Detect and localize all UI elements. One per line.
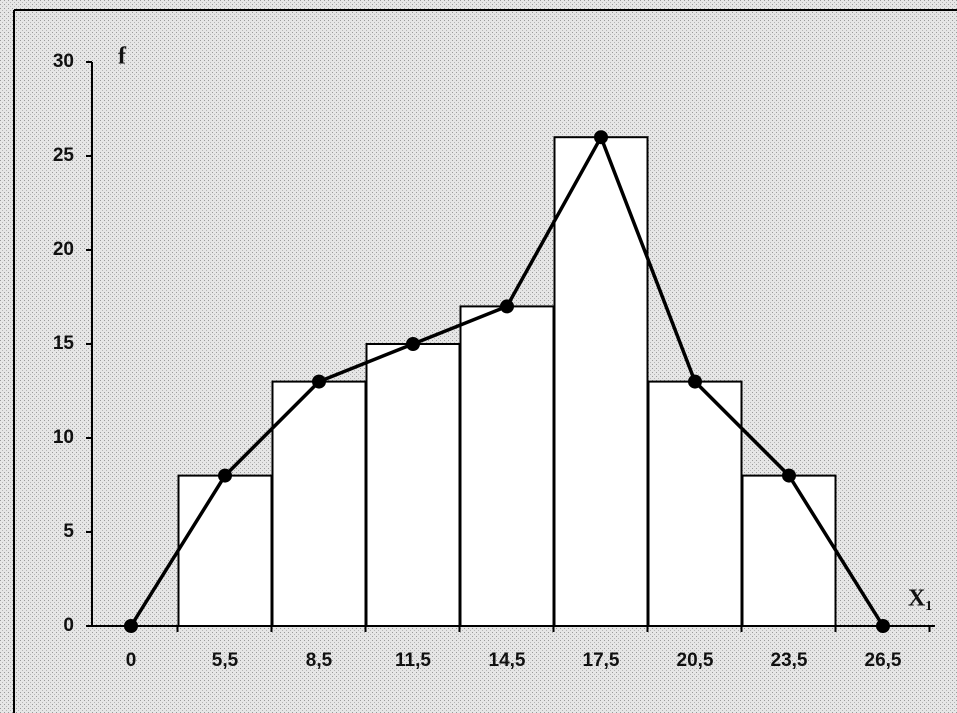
y-tick-label: 0 <box>63 615 74 636</box>
y-tick-label: 20 <box>53 239 74 260</box>
x-tick-label: 23,5 <box>771 650 808 671</box>
x-tick-label: 17,5 <box>583 650 620 671</box>
line-point <box>594 130 608 145</box>
x-tick-label: 8,5 <box>306 650 333 671</box>
line-point <box>406 337 420 351</box>
x-tick-label: 20,5 <box>677 650 714 671</box>
line-point <box>782 468 796 483</box>
bar <box>177 474 273 627</box>
y-tick-label: 10 <box>53 427 74 448</box>
y-axis-label: f <box>118 44 127 70</box>
x-tick-label: 5,5 <box>212 650 239 671</box>
x-tick-label: 0 <box>126 650 137 671</box>
line-point <box>500 299 514 314</box>
bar <box>741 474 837 627</box>
x-tick-label: 14,5 <box>489 650 526 671</box>
y-tick-label: 5 <box>63 521 74 542</box>
bar <box>365 343 461 627</box>
bar <box>459 305 555 627</box>
line-point <box>688 374 702 389</box>
bar <box>647 380 743 627</box>
line-point <box>124 619 138 633</box>
line-point <box>312 374 326 389</box>
x-tick-label: 11,5 <box>395 650 431 671</box>
y-tick-label: 25 <box>53 145 75 166</box>
line-point <box>876 619 890 633</box>
bar <box>271 380 367 627</box>
bar <box>553 136 649 627</box>
line-point <box>218 468 232 483</box>
y-tick-label: 30 <box>53 51 74 72</box>
x-tick-label: 26,5 <box>865 650 902 671</box>
y-tick-label: 15 <box>53 333 75 354</box>
x-axis-label: X₁ <box>908 586 933 612</box>
